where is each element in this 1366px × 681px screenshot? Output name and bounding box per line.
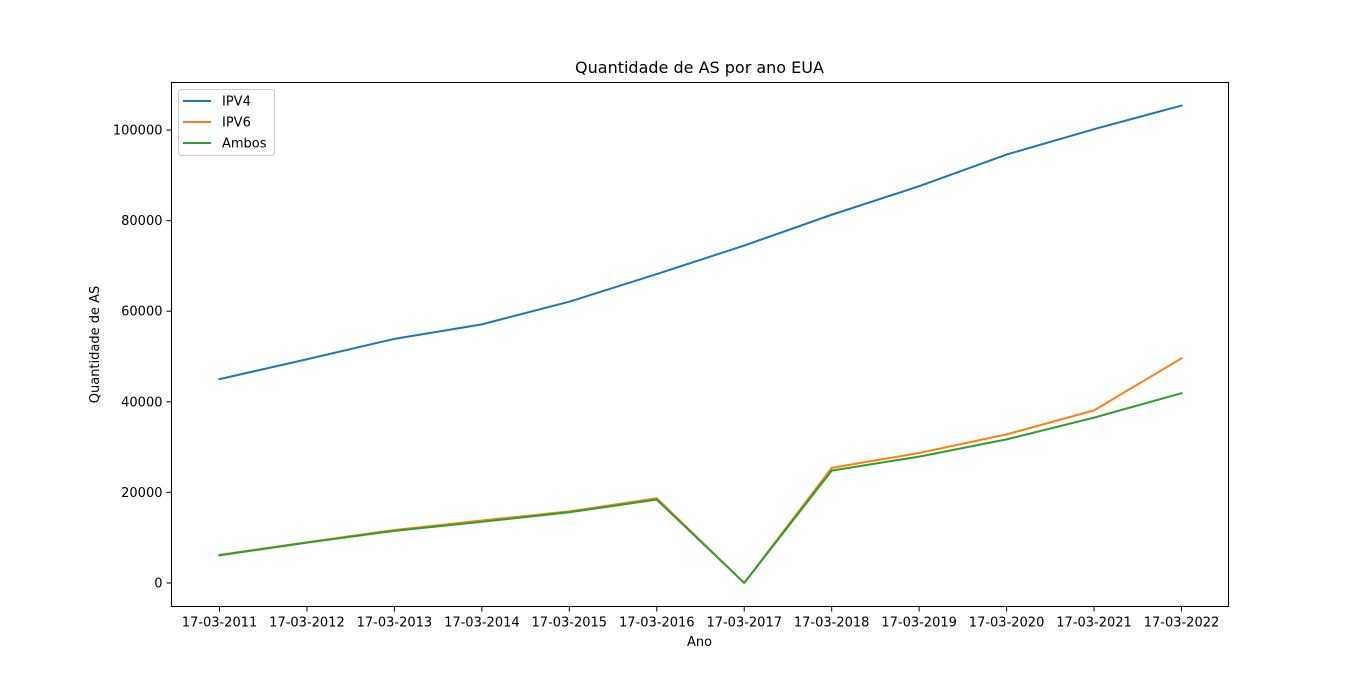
x-tick-label: 17-03-2019 (881, 616, 957, 631)
x-tick-label: 17-03-2018 (794, 616, 870, 631)
legend-label-ipv6: IPV6 (222, 116, 251, 131)
y-tick-label: 20000 (121, 486, 162, 501)
plot-area-frame (171, 82, 1229, 607)
x-axis: 17-03-2011 17-03-2012 17-03-2013 17-03-2014… (182, 606, 1220, 631)
y-axis-label: Quantidade de AS (88, 286, 103, 404)
y-tick-label: 60000 (121, 305, 162, 320)
y-tick-label: 100000 (113, 124, 163, 139)
legend-label-ambos: Ambos (222, 137, 267, 152)
x-tick-label: 17-03-2017 (706, 616, 782, 631)
x-tick-label: 17-03-2022 (1144, 616, 1220, 631)
x-tick-label: 17-03-2021 (1056, 616, 1132, 631)
x-tick-label: 17-03-2016 (619, 616, 695, 631)
legend-label-ipv4: IPV4 (222, 95, 251, 110)
series-line-ipv6 (218, 356, 1183, 584)
series-line-ambos (218, 391, 1183, 584)
y-axis: 0 20000 40000 60000 80000 100000 (113, 124, 172, 591)
x-tick-label: 17-03-2014 (444, 616, 520, 631)
y-tick-label: 0 (154, 576, 162, 591)
x-tick-label: 17-03-2020 (969, 616, 1045, 631)
x-tick-label: 17-03-2012 (269, 616, 345, 631)
chart-title: Quantidade de AS por ano EUA (575, 58, 824, 77)
x-tick-label: 17-03-2015 (532, 616, 608, 631)
y-tick-label: 80000 (121, 214, 162, 229)
x-tick-label: 17-03-2013 (357, 616, 433, 631)
x-axis-label: Ano (687, 635, 712, 650)
series-line-ipv4 (218, 104, 1183, 381)
legend-box (178, 89, 275, 156)
y-tick-label: 40000 (121, 395, 162, 410)
legend: IPV4 IPV6 Ambos (178, 89, 275, 156)
x-tick-label: 17-03-2011 (182, 616, 258, 631)
series-lines (218, 104, 1183, 584)
